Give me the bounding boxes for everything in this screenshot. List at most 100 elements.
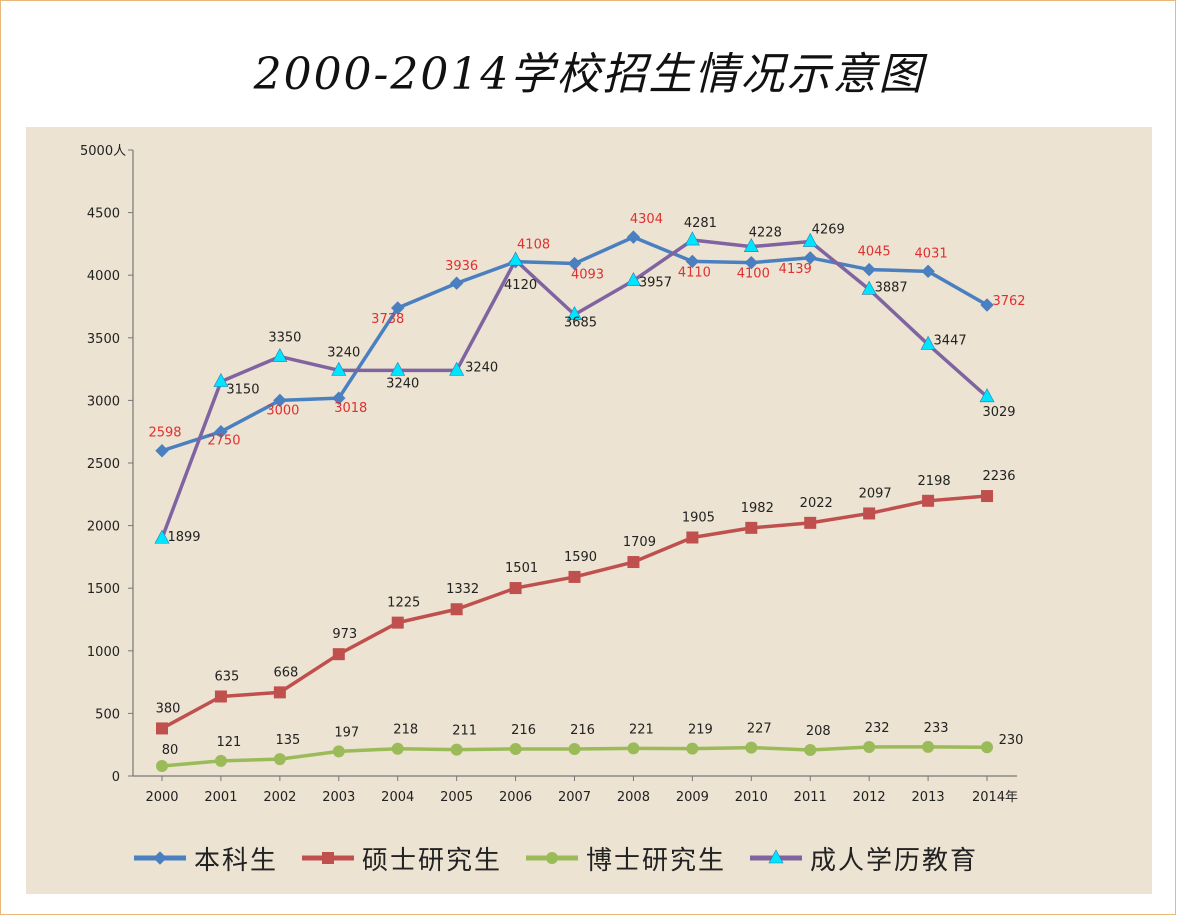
data-label: 227 [747, 722, 772, 737]
x-tick-label: 2006 [499, 790, 532, 805]
legend-swatch [302, 852, 355, 864]
data-point [568, 742, 581, 755]
legend-item: 本科生 [132, 840, 278, 877]
data-point [155, 444, 169, 458]
x-tick-label: 2014年 [972, 790, 1018, 805]
x-tick-label: 2007 [558, 790, 591, 805]
data-label: 4281 [684, 216, 717, 231]
data-point [273, 393, 287, 408]
x-tick-label: 2000 [145, 790, 178, 805]
data-point [625, 271, 641, 286]
legend-swatch [526, 852, 579, 864]
data-point [568, 570, 581, 583]
data-point [686, 531, 699, 544]
data-point [272, 347, 288, 362]
data-label: 121 [217, 735, 242, 750]
data-point [862, 262, 876, 277]
data-point [391, 616, 404, 629]
data-label: 380 [156, 701, 181, 716]
legend-label: 硕士研究生 [362, 845, 503, 876]
data-point [981, 741, 994, 754]
x-tick-label: 2005 [440, 790, 473, 805]
legend-swatch [750, 849, 803, 864]
data-label: 219 [688, 723, 713, 738]
data-point [980, 298, 994, 312]
data-point [450, 743, 463, 756]
data-label: 1590 [564, 550, 597, 565]
data-point [509, 742, 522, 755]
data-point [214, 754, 227, 767]
data-label: 635 [215, 669, 240, 684]
data-point [450, 603, 463, 616]
y-tick-label: 0 [112, 770, 120, 785]
data-label: 1332 [446, 582, 479, 597]
data-point [391, 742, 404, 755]
data-point [686, 742, 699, 755]
data-label: 3685 [564, 316, 597, 331]
x-tick-label: 2008 [617, 790, 650, 805]
data-label: 197 [334, 725, 359, 740]
data-point [156, 722, 168, 735]
y-tick-label: 4500 [87, 207, 120, 222]
data-point [626, 230, 641, 244]
data-point [863, 740, 876, 753]
data-label: 218 [393, 723, 418, 738]
y-tick-label: 4000 [87, 269, 120, 284]
series-markers-2 [156, 740, 994, 772]
data-label: 3738 [371, 312, 404, 327]
legend-label: 博士研究生 [586, 845, 727, 876]
data-label: 3447 [934, 333, 967, 348]
data-label: 4110 [678, 265, 711, 280]
data-point [156, 759, 168, 772]
data-point [804, 743, 817, 756]
data-label: 80 [162, 743, 179, 758]
x-tick-label: 2009 [676, 790, 709, 805]
data-label: 2750 [207, 434, 240, 449]
data-point [863, 507, 876, 520]
data-label: 1905 [682, 510, 715, 525]
data-point [684, 231, 700, 246]
x-tick-label: 2003 [322, 790, 355, 805]
data-point [391, 301, 405, 315]
data-label: 211 [452, 724, 477, 739]
data-label: 1899 [167, 530, 200, 545]
data-point [627, 556, 640, 569]
data-point [449, 276, 464, 290]
legend-marker [153, 851, 167, 865]
x-tick-label: 2013 [912, 790, 945, 805]
legend-label: 成人学历教育 [810, 845, 979, 876]
y-tick-label: 2500 [87, 457, 120, 472]
data-label: 668 [273, 665, 298, 680]
data-point [449, 361, 465, 376]
legend-label: 本科生 [194, 845, 279, 876]
data-label: 2236 [982, 469, 1015, 484]
data-label: 1501 [505, 561, 538, 576]
data-label: 1225 [387, 596, 420, 611]
data-point [332, 648, 345, 661]
y-tick-label: 3500 [87, 332, 120, 347]
legend: 本科生 硕士研究生 博士研究生 成人学历教育 [132, 840, 978, 876]
data-point [567, 256, 582, 271]
data-label: 3350 [268, 331, 301, 346]
data-label: 1982 [741, 501, 774, 516]
legend-marker [322, 852, 335, 864]
data-label: 4031 [915, 246, 948, 261]
data-label: 4045 [858, 245, 891, 260]
data-point [508, 251, 524, 266]
plot-area [26, 127, 1152, 894]
data-label: 4228 [749, 226, 782, 241]
data-label: 3018 [334, 401, 367, 416]
x-tick-label: 2004 [381, 790, 414, 805]
data-label: 3240 [327, 345, 360, 360]
legend-item: 硕士研究生 [300, 840, 502, 877]
y-tick-label: 3000 [87, 394, 120, 409]
legend-item: 博士研究生 [524, 840, 726, 877]
data-point [803, 251, 817, 265]
data-point [332, 391, 346, 405]
data-label: 3240 [386, 376, 419, 391]
y-tick-label: 5000人 [80, 144, 126, 159]
data-label: 1709 [623, 535, 656, 550]
data-point [331, 361, 347, 376]
data-label: 3957 [639, 276, 672, 291]
data-point [509, 582, 522, 595]
